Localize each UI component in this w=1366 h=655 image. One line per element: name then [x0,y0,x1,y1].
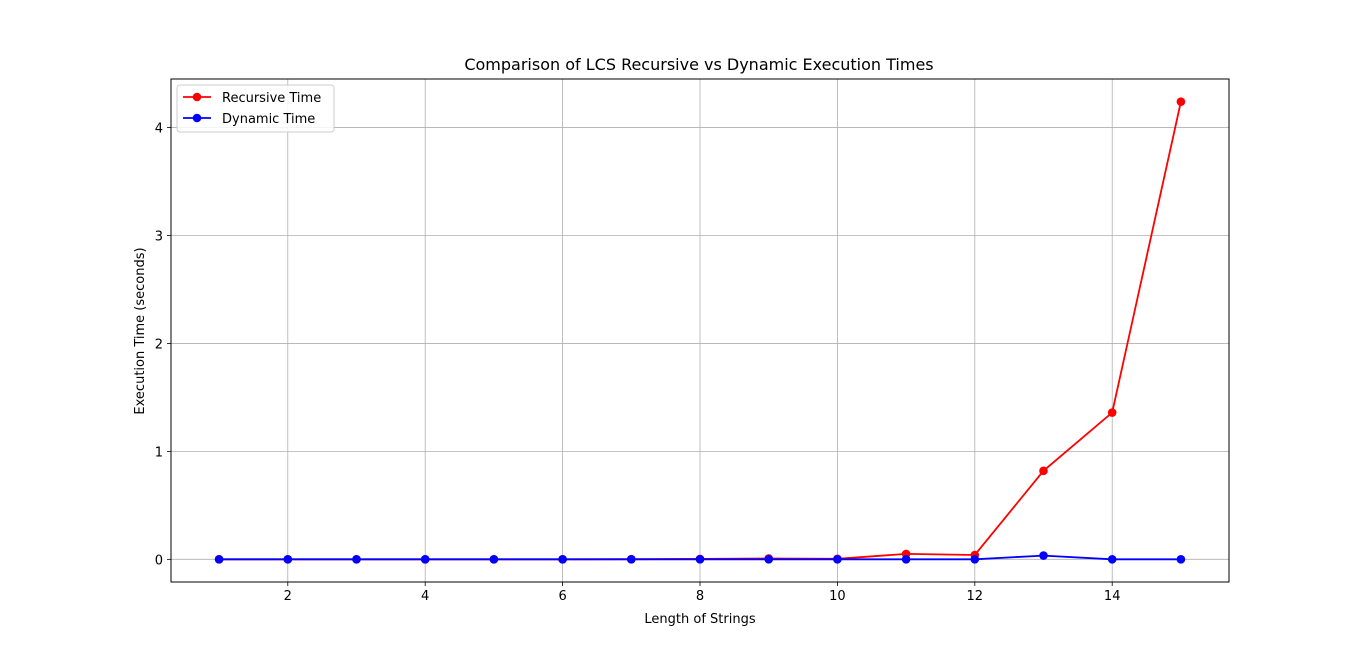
y-axis-label: Execution Time (seconds) [133,247,148,414]
dynamic-time-legend-marker [192,113,202,123]
y-tick-label: 3 [155,230,163,245]
legend: Recursive Time Dynamic Time [176,84,335,133]
dynamic-time-point [833,555,842,564]
y-tick-label: 4 [155,122,163,137]
x-tick-label: 8 [696,589,704,604]
x-tick-label: 14 [1104,589,1121,604]
dynamic-time-point [1039,551,1048,560]
x-axis-label: Length of Strings [644,612,755,627]
dynamic-time-point [970,555,980,564]
recursive-time-point [1039,466,1048,476]
dynamic-time-point [214,555,224,564]
grid-lines [171,79,1229,582]
dynamic-time-point [1107,555,1117,564]
dynamic-time-point [352,555,361,564]
x-tick-label: 12 [967,589,984,604]
dynamic-time-point [626,555,636,564]
recursive-time-point [1107,408,1117,417]
series-layer [214,97,1186,564]
y-tick-label: 0 [155,553,163,568]
dynamic-time-point [695,555,705,564]
dynamic-time-legend-label: Dynamic Time [222,112,315,127]
x-tick-label: 10 [829,589,846,604]
y-tick-label: 2 [155,337,163,352]
dynamic-time-point [558,555,567,564]
chart-title: Comparison of LCS Recursive vs Dynamic E… [464,55,933,74]
y-tick-label: 1 [155,445,163,460]
x-tick-label: 4 [421,589,429,604]
x-tick-label: 2 [284,589,292,604]
dynamic-time-point [283,555,293,564]
recursive-time-legend-label: Recursive Time [222,91,321,106]
dynamic-time-point [764,555,774,564]
recursive-time-legend-marker [192,92,202,102]
dynamic-time-point [901,555,911,564]
recursive-time-point [1176,97,1186,106]
dynamic-time-point [1176,555,1186,564]
dynamic-time-point [489,555,499,564]
legend-box [176,84,335,133]
x-tick-label: 6 [558,589,566,604]
dynamic-time-point [420,555,430,564]
